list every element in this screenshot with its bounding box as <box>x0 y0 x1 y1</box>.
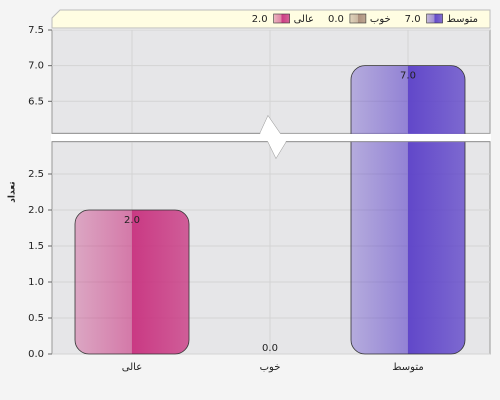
y-tick-label: 2.0 <box>28 205 44 216</box>
legend-swatch <box>426 13 443 24</box>
x-tick-label: خوب <box>260 362 281 373</box>
legend-box <box>51 9 491 29</box>
bar <box>350 65 466 355</box>
legend-value: 0.0 <box>328 14 344 25</box>
legend-swatch <box>273 13 290 24</box>
y-tick-label: 0.0 <box>28 349 44 360</box>
x-tick-label: عالی <box>122 362 142 373</box>
y-tick-label: 2.5 <box>28 169 44 180</box>
bar <box>74 209 190 355</box>
legend-value: 2.0 <box>252 14 268 25</box>
value-label: 0.0 <box>262 343 278 354</box>
legend-label: خوب <box>370 14 391 25</box>
y-tick-label: 1.0 <box>28 277 44 288</box>
legend-swatch <box>349 13 367 24</box>
legend-label: عالی <box>294 14 314 25</box>
x-tick-label: متوسط <box>392 362 423 373</box>
y-tick-label: 1.5 <box>28 241 44 252</box>
y-tick-label: 7.5 <box>28 25 44 36</box>
y-tick-label: 6.5 <box>28 96 44 107</box>
legend-label: متوسط <box>447 14 478 25</box>
y-tick-label: 0.5 <box>28 313 44 324</box>
y-tick-label: 7.0 <box>28 61 44 72</box>
axis-break-fill <box>260 116 286 158</box>
y-axis-label: تعداد <box>8 181 18 202</box>
legend-value: 7.0 <box>405 14 421 25</box>
value-label: 7.0 <box>400 71 416 82</box>
value-label: 2.0 <box>124 215 140 226</box>
